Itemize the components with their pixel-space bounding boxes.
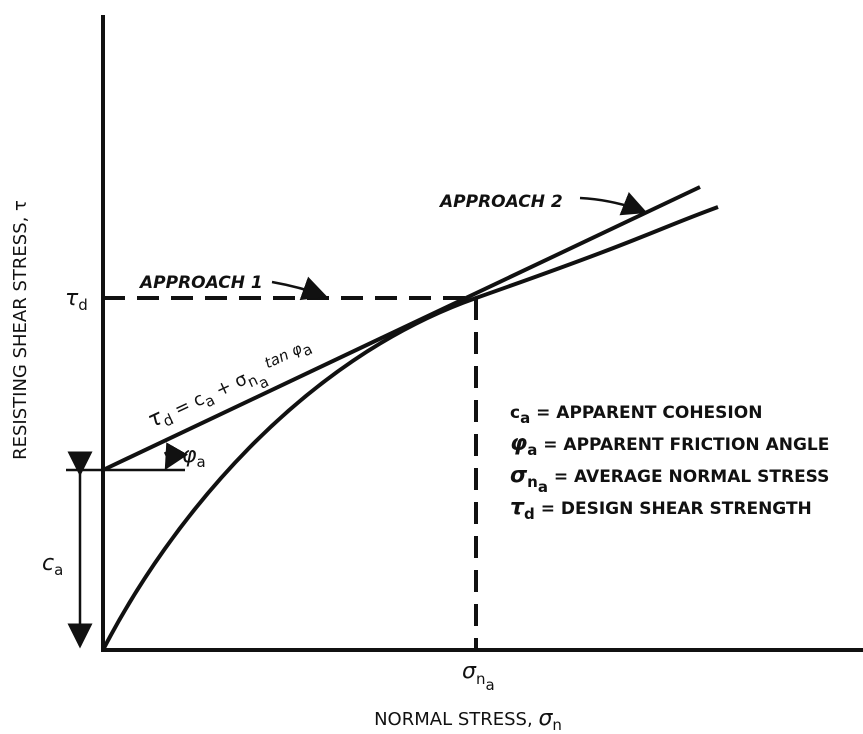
text-part: a [520,409,530,427]
text-part: a [197,453,206,471]
text-part: d [78,296,88,314]
text-part: NORMAL STRESS, [374,709,538,730]
text-part: τ [65,286,79,311]
equation: τd = ca + σna tan φa [144,335,320,441]
text-part: = c [166,388,208,422]
legend-item: τd = DESIGN SHEAR STRENGTH [510,495,812,523]
y-axis-label: RESISTING SHEAR STRESS, τ [10,200,31,460]
text-part: n [552,716,562,734]
tau-d-label: τd [65,286,88,314]
text-part: a [485,676,494,694]
text-part: τ [510,495,525,520]
text-part: = DESIGN SHEAR STRENGTH [535,499,812,519]
text-part: d [524,505,535,523]
text-part: + σ [207,369,250,404]
text-part: φ [510,431,527,456]
text-part: σ [462,659,477,684]
text-part: a [527,441,537,459]
legend-item: φa = APPARENT FRICTION ANGLE [510,431,829,459]
legend: ca = APPARENT COHESION φa = APPARENT FRI… [510,403,829,523]
text-part: n [527,473,538,491]
text-part: σ [510,463,528,488]
phi-arc [163,442,189,471]
legend-item: ca = APPARENT COHESION [510,403,762,427]
x-axis-label: NORMAL STRESS, σn [374,706,562,734]
text-part: tan φ [257,339,305,374]
text-part: c [42,551,54,576]
text-part: a [299,340,315,360]
text-part: a [54,561,63,579]
text-part: a [256,372,272,392]
legend-item: σna = AVERAGE NORMAL STRESS [510,463,829,496]
ca-label: ca [42,551,63,579]
phi-label: φa [182,443,206,471]
sigma-label: σna [462,659,495,694]
text-part: n [476,670,486,688]
text-part: = APPARENT FRICTION ANGLE [537,435,829,455]
text-part: φ [182,443,197,468]
text-part: = APPARENT COHESION [530,403,762,423]
text-part: c [510,403,520,423]
text-part: σ [538,706,553,731]
approach-2-label: APPROACH 2 [438,192,563,212]
approach1-arrow [271,276,328,301]
text-part: = AVERAGE NORMAL STRESS [548,467,829,487]
linear-envelope [102,185,701,472]
approach2-arrow [579,192,648,216]
curved-envelope [101,205,719,651]
approach-1-label: APPROACH 1 [138,273,263,293]
text-part: a [538,478,548,496]
